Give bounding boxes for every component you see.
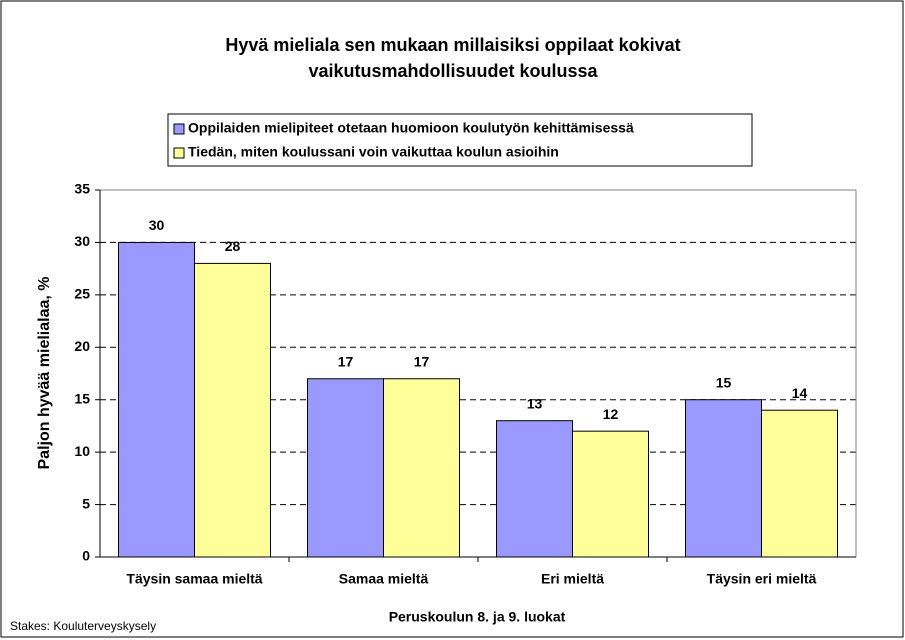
- data-label: 13: [527, 395, 543, 411]
- legend-swatch: [173, 123, 185, 135]
- y-axis-label: Paljon hyvää mielialaa, %: [36, 277, 53, 470]
- x-tick-label: Täysin samaa mieltä: [126, 571, 262, 587]
- data-label: 17: [414, 353, 430, 369]
- chart-title: Hyvä mieliala sen mukaan millaisiksi opp…: [225, 35, 680, 55]
- legend-label: Oppilaiden mielipiteet otetaan huomioon …: [188, 120, 634, 136]
- legend-box: [167, 113, 753, 167]
- data-label: 14: [792, 385, 808, 401]
- x-tick-label: Täysin eri mieltä: [707, 571, 817, 587]
- data-label: 12: [603, 406, 619, 422]
- y-tick-label: 15: [74, 390, 90, 406]
- x-tick-label: Samaa mieltä: [339, 571, 429, 587]
- bar: [118, 241, 195, 558]
- data-label: 15: [716, 374, 732, 390]
- legend-swatch: [173, 147, 185, 159]
- legend-label: Tiedän, miten koulussani voin vaikuttaa …: [188, 144, 559, 160]
- y-tick-label: 25: [74, 286, 90, 302]
- x-tick-label: Eri mieltä: [541, 571, 604, 587]
- data-label: 17: [338, 353, 354, 369]
- chart-title: vaikutusmahdollisuudet koulussa: [308, 61, 598, 81]
- y-tick-label: 35: [74, 181, 90, 197]
- bar: [761, 409, 838, 558]
- data-label: 28: [225, 238, 241, 254]
- bar: [194, 262, 271, 558]
- y-tick-label: 10: [74, 443, 90, 459]
- source-note: Stakes: Kouluterveyskysely: [10, 619, 156, 633]
- bar: [572, 430, 649, 558]
- y-tick-label: 0: [82, 548, 90, 564]
- bar: [383, 378, 460, 558]
- y-tick-label: 30: [74, 233, 90, 249]
- bar: [496, 420, 573, 558]
- bar: [307, 378, 384, 558]
- y-tick-label: 20: [74, 338, 90, 354]
- y-tick-label: 5: [82, 495, 90, 511]
- data-label: 30: [149, 217, 165, 233]
- x-axis-label: Peruskoulun 8. ja 9. luokat: [389, 609, 566, 625]
- bar: [685, 399, 762, 558]
